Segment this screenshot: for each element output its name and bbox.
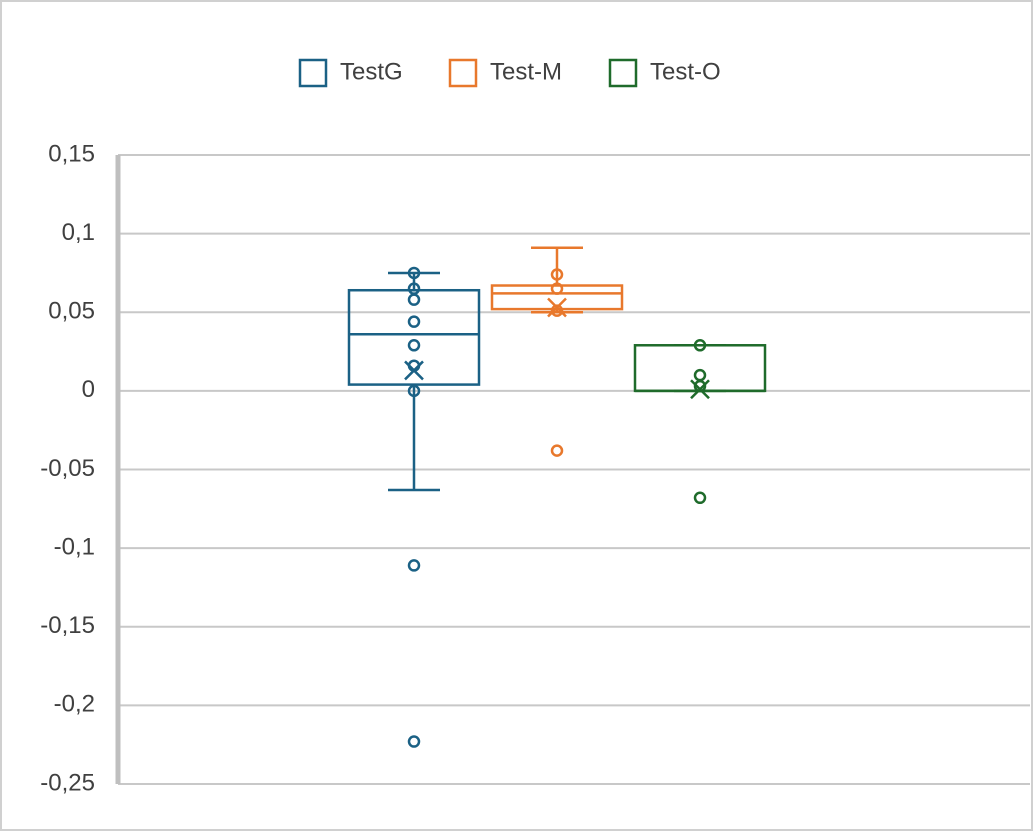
y-tick-label: 0,1: [62, 219, 95, 246]
outlier-point: [407, 735, 421, 748]
mean-marker: [690, 379, 710, 400]
data-point: [407, 384, 421, 398]
mean-marker: [547, 297, 567, 318]
legend-label: TestG: [340, 58, 403, 85]
legend-swatch: [608, 58, 638, 88]
y-tick-label: -0,25: [40, 769, 95, 796]
y-tick-label: -0,1: [54, 533, 95, 560]
y-tick-label: 0,05: [48, 298, 95, 325]
data-point: [407, 315, 421, 328]
legend-label: Test-O: [650, 58, 721, 85]
data-point: [550, 282, 564, 295]
legend-label: Test-M: [490, 58, 562, 85]
outlier-point: [693, 491, 707, 505]
y-tick-label: -0,2: [54, 691, 95, 718]
y-tick-label: -0,05: [40, 455, 95, 482]
legend-swatch: [298, 58, 328, 88]
outlier-point: [407, 559, 421, 572]
data-point: [693, 379, 707, 393]
data-point: [693, 339, 707, 352]
data-point: [550, 304, 564, 317]
y-tick-label: 0,15: [48, 140, 95, 167]
data-point: [407, 293, 421, 306]
data-point: [407, 339, 421, 352]
y-tick-label: -0,15: [40, 612, 95, 639]
data-point: [550, 268, 564, 281]
box: [347, 288, 481, 386]
legend-swatch: [448, 58, 478, 88]
data-point: [407, 266, 421, 280]
outlier-point: [550, 444, 564, 457]
y-tick-label: 0: [82, 376, 95, 403]
data-point: [407, 359, 421, 372]
